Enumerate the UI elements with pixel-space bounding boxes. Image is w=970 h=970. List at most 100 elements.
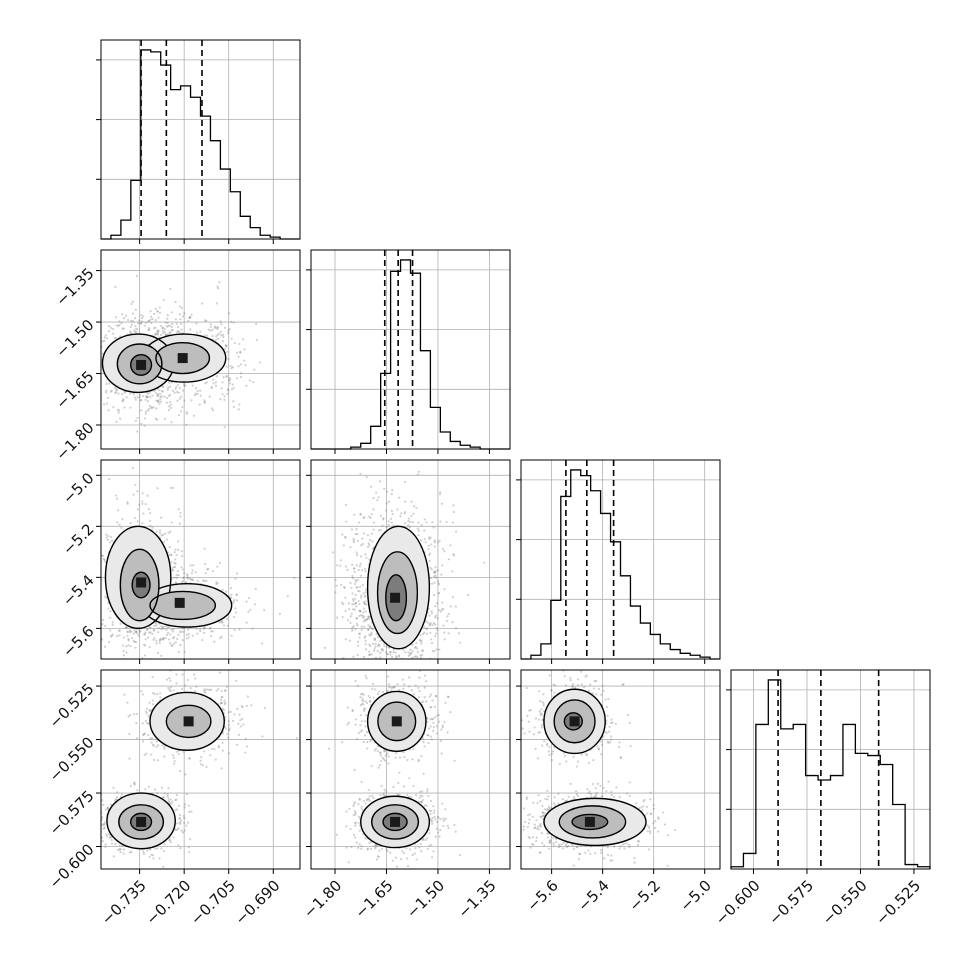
- scatter-point: [410, 675, 412, 677]
- scatter-point: [170, 553, 173, 556]
- scatter-point: [211, 334, 214, 338]
- scatter-point: [163, 327, 166, 331]
- scatter-point: [186, 821, 190, 824]
- density-peak: [136, 577, 147, 588]
- scatter-point: [165, 678, 169, 681]
- scatter-point: [204, 572, 207, 575]
- scatter-point: [130, 323, 134, 326]
- scatter-point: [385, 502, 388, 505]
- scatter-point: [214, 381, 217, 384]
- scatter-point: [353, 608, 356, 611]
- scatter-point: [133, 629, 136, 632]
- scatter-point: [227, 729, 230, 732]
- scatter-point: [112, 855, 115, 858]
- scatter-point: [416, 650, 419, 654]
- scatter-point: [193, 690, 197, 693]
- scatter-point: [231, 366, 234, 369]
- scatter-point: [137, 634, 140, 637]
- scatter-point: [149, 737, 152, 740]
- scatter-point: [228, 327, 231, 331]
- scatter-point: [423, 518, 426, 521]
- scatter-point: [441, 564, 444, 567]
- scatter-point: [429, 566, 432, 569]
- scatter-point: [105, 391, 108, 394]
- scatter-point: [371, 628, 374, 631]
- scatter-point: [105, 389, 108, 392]
- scatter-point: [211, 747, 214, 750]
- scatter-point: [168, 393, 172, 397]
- scatter-point: [390, 521, 393, 524]
- scatter-point: [163, 843, 166, 846]
- scatter-point: [214, 338, 217, 342]
- scatter-point: [423, 631, 426, 634]
- scatter-point: [176, 399, 179, 402]
- scatter-point: [429, 536, 432, 539]
- scatter-point: [437, 582, 440, 585]
- scatter-point: [185, 423, 188, 426]
- scatter-point: [125, 673, 127, 675]
- scatter-point: [428, 552, 432, 555]
- scatter-point: [79, 569, 81, 571]
- scatter-point: [447, 632, 450, 635]
- scatter-point: [143, 417, 147, 420]
- scatter-point: [191, 579, 195, 582]
- scatter-point: [123, 661, 125, 663]
- scatter-point: [101, 340, 104, 343]
- scatter-point: [437, 592, 440, 595]
- scatter-point: [167, 394, 171, 398]
- scatter-point: [373, 637, 376, 640]
- scatter-point: [443, 631, 446, 634]
- scatter-point: [219, 671, 222, 674]
- scatter-point: [173, 762, 176, 765]
- scatter-point: [383, 487, 386, 490]
- scatter-point: [387, 520, 390, 523]
- scatter-point: [228, 727, 231, 730]
- scatter-point: [112, 786, 115, 789]
- scatter-point: [342, 544, 345, 547]
- scatter-point: [110, 389, 113, 392]
- scatter-point: [101, 638, 104, 641]
- scatter-point: [196, 392, 199, 395]
- scatter-point: [129, 392, 132, 395]
- scatter-point: [360, 537, 364, 540]
- scatter-point: [445, 619, 448, 623]
- scatter-point: [117, 509, 120, 512]
- scatter-point: [243, 348, 246, 351]
- scatter-point: [352, 608, 355, 611]
- scatter-point: [235, 593, 238, 597]
- scatter-point: [159, 696, 162, 699]
- scatter-point: [109, 635, 113, 638]
- scatter-point: [160, 654, 163, 657]
- scatter-point: [344, 503, 348, 506]
- scatter-point: [236, 707, 239, 710]
- scatter-point: [103, 559, 106, 562]
- scatter-point: [131, 673, 133, 675]
- scatter-point: [365, 588, 368, 591]
- scatter-point: [199, 627, 202, 631]
- scatter-point: [370, 653, 373, 656]
- scatter-point: [190, 399, 193, 402]
- scatter-point: [155, 333, 159, 336]
- scatter-point: [246, 695, 249, 698]
- scatter-point: [147, 661, 149, 663]
- scatter-point: [433, 575, 436, 578]
- scatter-point: [416, 656, 419, 659]
- scatter-point: [404, 510, 407, 514]
- scatter-point: [371, 547, 374, 550]
- scatter-point: [183, 384, 186, 387]
- scatter-point: [217, 746, 220, 749]
- scatter-point: [436, 602, 439, 605]
- scatter-point: [436, 541, 440, 544]
- scatter-point: [433, 649, 436, 653]
- scatter-point: [242, 723, 245, 726]
- scatter-point: [368, 515, 371, 518]
- scatter-point: [425, 632, 429, 635]
- scatter-point: [129, 644, 132, 648]
- scatter-point: [451, 596, 454, 599]
- scatter-point: [147, 676, 149, 678]
- scatter-point: [359, 609, 362, 613]
- grid-2-2: [521, 460, 720, 659]
- scatter-point: [369, 661, 371, 663]
- scatter-point: [233, 713, 236, 716]
- scatter-point: [148, 626, 151, 629]
